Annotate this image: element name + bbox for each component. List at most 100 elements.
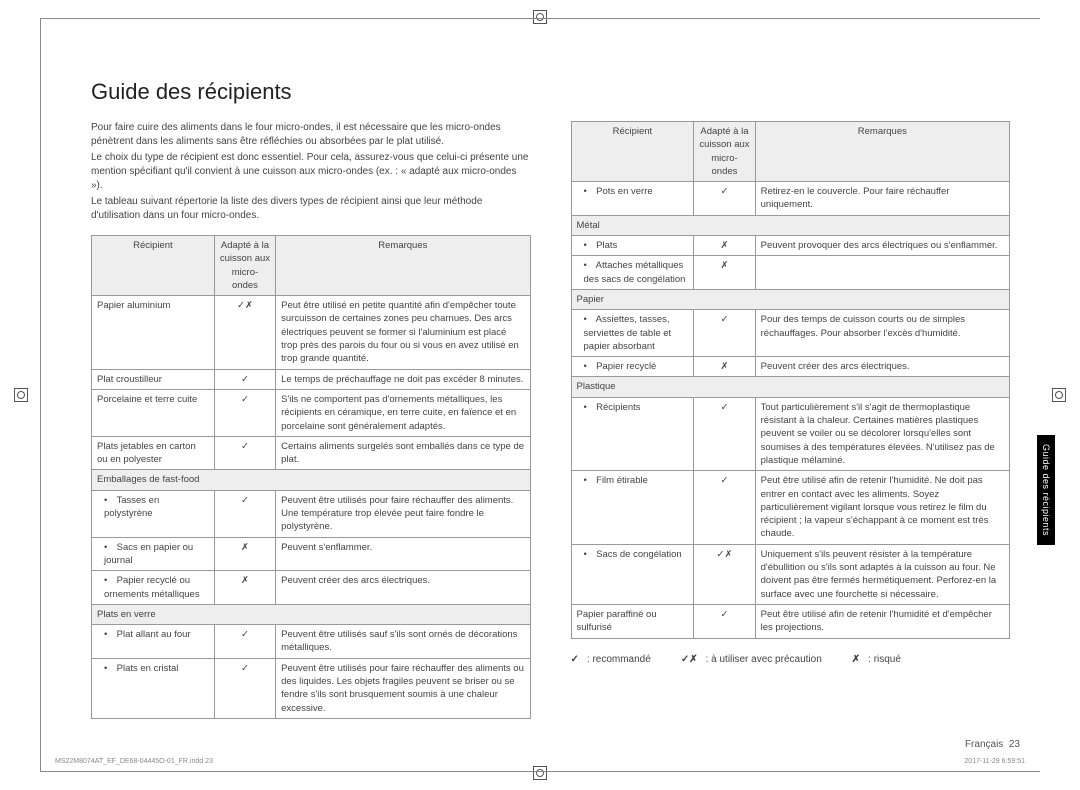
table-row: Papier — [571, 289, 1010, 309]
bullet-icon: • — [584, 548, 594, 561]
table-row: Emballages de fast-food — [92, 470, 531, 490]
crop-mark-right — [1052, 388, 1066, 402]
cell-remarks: Peuvent créer des arcs électriques. — [755, 357, 1009, 377]
th-remarks: Remarques — [755, 122, 1009, 182]
cell-recipient: • Film étirable — [571, 471, 694, 544]
right-column: Récipient Adapté à la cuisson aux micro-… — [571, 121, 1011, 719]
bullet-icon: • — [104, 574, 114, 587]
cell-safe: ✓ — [214, 436, 275, 470]
cell-safe: ✓ — [694, 310, 755, 357]
bullet-icon: • — [584, 360, 594, 373]
table-row: Papier aluminium✓✗Peut être utilisé en p… — [92, 296, 531, 369]
table-row: • Plat allant au four✓Peuvent être utili… — [92, 625, 531, 659]
content-columns: Pour faire cuire des aliments dans le fo… — [91, 121, 1010, 719]
table-row: Métal — [571, 215, 1010, 235]
table-row: • Sacs en papier ou journal✗Peuvent s'en… — [92, 537, 531, 571]
cell-recipient: Plats jetables en carton ou en polyester — [92, 436, 215, 470]
cell-recipient: • Tasses en polystyrène — [92, 490, 215, 537]
cell-safe: ✓ — [694, 471, 755, 544]
table-subheader: Emballages de fast-food — [92, 470, 531, 490]
cell-recipient: • Attaches métalliques des sacs de congé… — [571, 256, 694, 290]
cell-remarks: Pour des temps de cuisson courts ou de s… — [755, 310, 1009, 357]
bullet-icon: • — [104, 628, 114, 641]
bullet-icon: • — [584, 239, 594, 252]
cell-recipient: • Sacs de congélation — [571, 544, 694, 604]
cell-safe: ✗ — [694, 256, 755, 290]
intro-text: Pour faire cuire des aliments dans le fo… — [91, 121, 531, 223]
cell-remarks: Le temps de préchauffage ne doit pas exc… — [276, 369, 530, 389]
cell-recipient: Papier paraffiné ou sulfurisé — [571, 604, 694, 638]
left-column: Pour faire cuire des aliments dans le fo… — [91, 121, 531, 719]
intro-p2: Le choix du type de récipient est donc e… — [91, 151, 531, 193]
section-tab: Guide des récipients — [1037, 435, 1055, 545]
cell-safe: ✓ — [214, 389, 275, 436]
legend-ok: ✓ : recommandé — [571, 653, 651, 667]
table-row: • Papier recyclé ou ornements métallique… — [92, 571, 531, 605]
page-number: Français 23 — [965, 739, 1020, 750]
th-recipient: Récipient — [92, 236, 215, 296]
cell-remarks: Peuvent créer des arcs électriques. — [276, 571, 530, 605]
table-row: • Papier recyclé✗Peuvent créer des arcs … — [571, 357, 1010, 377]
cell-safe: ✗ — [214, 537, 275, 571]
cell-recipient: Porcelaine et terre cuite — [92, 389, 215, 436]
cell-remarks: Peuvent provoquer des arcs électriques o… — [755, 236, 1009, 256]
legend-warn: ✓✗ : à utiliser avec précaution — [681, 653, 822, 667]
cell-remarks: Peut être utilisé en petite quantité afi… — [276, 296, 530, 369]
table-row: Plats en verre — [92, 604, 531, 624]
cell-recipient: • Assiettes, tasses, serviettes de table… — [571, 310, 694, 357]
table-row: • Film étirable✓Peut être utilisé afin d… — [571, 471, 1010, 544]
table-row: Plats jetables en carton ou en polyester… — [92, 436, 531, 470]
footer-timestamp: 2017-11-29 6:59:51 — [964, 758, 1025, 765]
bullet-icon: • — [104, 494, 114, 507]
th-remarks: Remarques — [276, 236, 530, 296]
cell-recipient: • Papier recyclé ou ornements métallique… — [92, 571, 215, 605]
cell-safe: ✗ — [694, 236, 755, 256]
cell-recipient: • Sacs en papier ou journal — [92, 537, 215, 571]
cell-remarks: Certains aliments surgelés sont emballés… — [276, 436, 530, 470]
cell-safe: ✗ — [214, 571, 275, 605]
bullet-icon: • — [584, 185, 594, 198]
legend: ✓ : recommandé ✓✗ : à utiliser avec préc… — [571, 653, 1011, 667]
table-row: Plastique — [571, 377, 1010, 397]
th-safe: Adapté à la cuisson aux micro-ondes — [214, 236, 275, 296]
bullet-icon: • — [104, 541, 114, 554]
cell-recipient: • Papier recyclé — [571, 357, 694, 377]
cell-remarks: S'ils ne comportent pas d'ornements méta… — [276, 389, 530, 436]
cell-safe: ✓ — [694, 397, 755, 470]
table-subheader: Papier — [571, 289, 1010, 309]
table-row: • Plats✗Peuvent provoquer des arcs élect… — [571, 236, 1010, 256]
intro-p3: Le tableau suivant répertorie la liste d… — [91, 195, 531, 223]
table-row: Papier paraffiné ou sulfurisé✓Peut être … — [571, 604, 1010, 638]
table-subheader: Métal — [571, 215, 1010, 235]
cell-recipient: • Plat allant au four — [92, 625, 215, 659]
cell-safe: ✓✗ — [694, 544, 755, 604]
cell-recipient: • Pots en verre — [571, 182, 694, 216]
table-row: • Attaches métalliques des sacs de congé… — [571, 256, 1010, 290]
cell-safe: ✓ — [214, 369, 275, 389]
cell-recipient: Plat croustilleur — [92, 369, 215, 389]
cell-recipient: • Plats — [571, 236, 694, 256]
footer-filename: MS22M8074AT_EF_DE68-04445O-01_FR.indd 23 — [55, 758, 213, 765]
bullet-icon: • — [584, 401, 594, 414]
cell-safe: ✓ — [214, 625, 275, 659]
cell-remarks: Tout particulièrement s'il s'agit de the… — [755, 397, 1009, 470]
cell-safe: ✓✗ — [214, 296, 275, 369]
cell-safe: ✗ — [694, 357, 755, 377]
page-frame: Guide des récipients Pour faire cuire de… — [40, 18, 1040, 772]
crop-mark-left — [14, 388, 28, 402]
table-row: • Plats en cristal✓Peuvent être utilisés… — [92, 658, 531, 718]
th-safe: Adapté à la cuisson aux micro-ondes — [694, 122, 755, 182]
cell-remarks: Uniquement s'ils peuvent résister à la t… — [755, 544, 1009, 604]
cell-recipient: • Récipients — [571, 397, 694, 470]
cell-safe: ✓ — [694, 182, 755, 216]
cell-remarks — [755, 256, 1009, 290]
page-title: Guide des récipients — [91, 79, 1010, 105]
cell-remarks: Peut être utilisé afin de retenir l'humi… — [755, 471, 1009, 544]
table-row: Plat croustilleur✓Le temps de préchauffa… — [92, 369, 531, 389]
cookware-table-right: Récipient Adapté à la cuisson aux micro-… — [571, 121, 1011, 639]
cell-remarks: Peuvent être utilisés sauf s'ils sont or… — [276, 625, 530, 659]
cell-remarks: Peut être utilisé afin de retenir l'humi… — [755, 604, 1009, 638]
cell-safe: ✓ — [214, 658, 275, 718]
table-row: Porcelaine et terre cuite✓S'ils ne compo… — [92, 389, 531, 436]
cell-safe: ✓ — [214, 490, 275, 537]
